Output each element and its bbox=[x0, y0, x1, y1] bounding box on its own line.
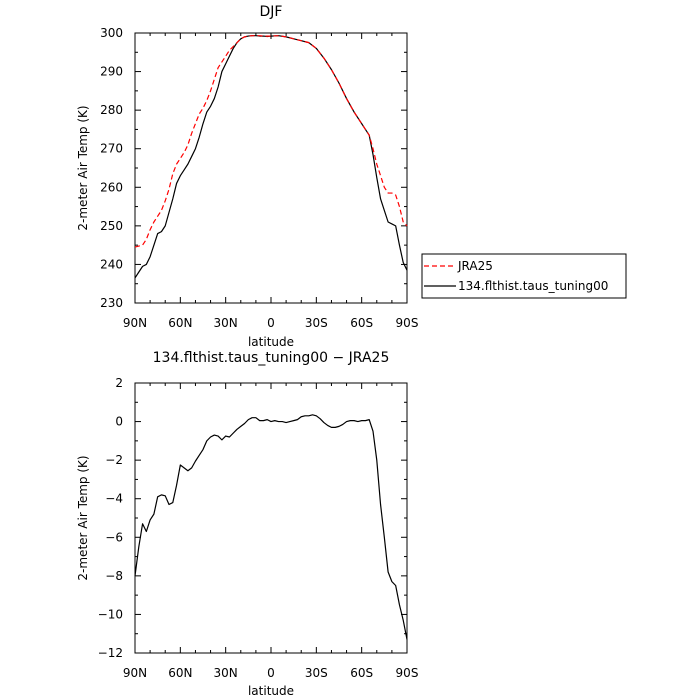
x-tick-label: 30N bbox=[214, 316, 238, 330]
y-tick-label: 240 bbox=[100, 257, 123, 271]
legend-label-model: 134.flthist.taus_tuning00 bbox=[458, 279, 608, 293]
y-tick-label: 300 bbox=[100, 26, 123, 40]
difference-chart: 134.flthist.taus_tuning00 − JRA25 2 0 −2 −4… bbox=[76, 350, 418, 698]
y-axis-label: 2-meter Air Temp (K) bbox=[76, 455, 90, 580]
x-tick-label: 90N bbox=[123, 666, 147, 680]
x-axis-label: latitude bbox=[248, 335, 294, 349]
y-tick-label: 250 bbox=[100, 219, 123, 233]
y-tick-label: 2 bbox=[115, 376, 123, 390]
y-tick-label: 230 bbox=[100, 296, 123, 310]
legend-box bbox=[421, 253, 627, 299]
y-tick-label: 280 bbox=[100, 103, 123, 117]
temperature-chart: DJF 230 240 250 260 270 280 290 300 90N 60N 30N 0 3… bbox=[76, 4, 418, 349]
plot-frame bbox=[134, 382, 408, 654]
chart-title: 134.flthist.taus_tuning00 − JRA25 bbox=[153, 350, 390, 366]
x-tick-label: 30S bbox=[305, 316, 328, 330]
y-tick-label: −12 bbox=[98, 646, 123, 660]
134-flthist-taus-tuning00-line bbox=[134, 35, 408, 279]
x-tick-label: 60S bbox=[350, 666, 373, 680]
x-axis: 90N 60N 30N 0 30S 60S 90S bbox=[123, 383, 419, 680]
x-tick-label: 60S bbox=[350, 316, 373, 330]
x-tick-label: 30S bbox=[305, 666, 328, 680]
jra25-line bbox=[134, 35, 408, 248]
x-axis-label: latitude bbox=[248, 684, 294, 698]
y-axis-label: 2-meter Air Temp (K) bbox=[76, 105, 90, 230]
y-tick-label: −4 bbox=[105, 492, 123, 506]
x-tick-label: 60N bbox=[168, 316, 192, 330]
series-lines bbox=[134, 35, 408, 279]
legend-label-jra25: JRA25 bbox=[457, 259, 493, 273]
difference-line bbox=[134, 414, 408, 640]
y-axis: 2 0 −2 −4 −6 −8 −10 −12 bbox=[98, 376, 407, 660]
y-axis: 230 240 250 260 270 280 290 300 bbox=[100, 26, 407, 310]
y-tick-label: 270 bbox=[100, 142, 123, 156]
plot-frame bbox=[134, 32, 408, 304]
x-tick-label: 0 bbox=[267, 666, 275, 680]
x-tick-label: 0 bbox=[267, 316, 275, 330]
y-tick-label: −10 bbox=[98, 607, 123, 621]
y-tick-label: −2 bbox=[105, 453, 123, 467]
y-tick-label: 290 bbox=[100, 65, 123, 79]
y-tick-label: −8 bbox=[105, 569, 123, 583]
y-tick-label: −6 bbox=[105, 530, 123, 544]
x-tick-label: 90N bbox=[123, 316, 147, 330]
x-tick-label: 90S bbox=[396, 316, 419, 330]
series-lines bbox=[134, 414, 408, 640]
x-tick-label: 30N bbox=[214, 666, 238, 680]
y-tick-label: 260 bbox=[100, 180, 123, 194]
legend: JRA25 134.flthist.taus_tuning00 bbox=[421, 253, 627, 299]
chart-title: DJF bbox=[260, 4, 283, 20]
x-tick-label: 90S bbox=[396, 666, 419, 680]
x-tick-label: 60N bbox=[168, 666, 192, 680]
x-axis: 90N 60N 30N 0 30S 60S 90S bbox=[123, 33, 419, 330]
y-tick-label: 0 bbox=[115, 415, 123, 429]
